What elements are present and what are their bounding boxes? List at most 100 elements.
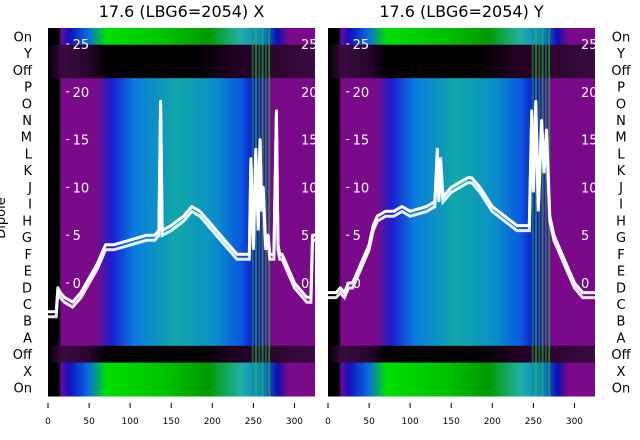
row-label: On [612,382,630,397]
row-label: H [22,214,32,229]
overlay-y-tick-label: 10 [73,181,90,196]
heatmap-row-m [48,128,315,146]
overlay-y-tick-label-right: 5 [301,229,309,244]
x-tick-label: 0 [325,417,331,427]
row-label: Off [611,348,631,363]
heatmap-row-k [48,161,315,180]
row-label: A [617,331,626,346]
x-tick-label: 150 [163,417,180,427]
heatmap-row-p [328,78,595,96]
row-label: O [616,97,626,112]
overlay-y-tick-label: 25 [73,38,90,53]
heatmap-streak [255,28,258,396]
row-label: On [14,382,32,397]
heatmap-row-l [48,145,315,163]
heatmap-row-o [328,94,595,113]
row-label: I [619,198,623,213]
overlay-y-tick-label-right: 15 [581,134,598,149]
row-label: H [616,214,626,229]
x-tick-label: 100 [402,417,419,427]
x-tick-label: 150 [443,417,460,427]
overlay-y-tick-label-right: 25 [301,38,318,53]
heatmap-row-l [328,145,595,163]
row-label: O [22,97,32,112]
heatmap-row-e [328,262,595,280]
heatmap-row-x [48,362,315,380]
overlay-y-tick-label: 10 [353,181,370,196]
row-label: N [616,114,626,129]
heatmap-row-on [48,28,315,46]
row-label: M [21,131,32,146]
row-label: C [23,298,32,313]
heatmap-row-f [328,245,595,263]
overlay-line-secondary [48,106,315,319]
overlay-y-tick-label: 20 [73,86,90,101]
row-label: Y [23,47,32,62]
heatmap-row-c [48,295,315,313]
row-label: X [23,365,32,380]
heatmap-row-on [328,28,595,46]
row-label: Off [13,348,33,363]
heatmap-row-d [48,278,315,297]
row-label: K [23,164,32,179]
row-label: K [617,164,626,179]
row-label: L [25,147,33,162]
heatmap-row-i [328,195,595,213]
heatmap-row-d [328,278,595,297]
heatmap-row-off [328,61,595,79]
heatmap-streak [535,28,538,396]
heatmap-row-n [48,111,315,129]
row-label: X [617,365,626,380]
heatmap-row-o [48,94,315,113]
x-tick-label: 100 [122,417,139,427]
heatmap-row-y [48,44,315,62]
row-label: F [25,248,32,263]
overlay-y-tick-label: 15 [353,134,370,149]
row-label: E [24,265,32,280]
row-label: J [27,181,32,196]
x-tick-label: 200 [204,417,221,427]
row-label: P [617,81,625,96]
heatmap-row-h [328,212,595,230]
x-tick-label: 50 [363,417,375,427]
overlay-y-tick-label: 25 [353,38,370,53]
overlay-y-tick-label-right: 10 [581,181,598,196]
heatmap-row-c [328,295,595,313]
heatmap-row-p [48,78,315,96]
x-tick-label: 200 [484,417,501,427]
overlay-y-tick-label: 5 [353,229,361,244]
panel-title: 17.6 (LBG6=2054) X [99,2,265,21]
overlay-y-tick-label-right: 15 [301,134,318,149]
row-label: P [24,81,32,96]
heatmap-row-i [48,195,315,213]
row-label: G [22,231,32,246]
heatmap-streak [538,28,541,396]
heatmap-row-on [328,379,595,397]
overlay-y-tick-label: 0 [353,277,361,292]
x-tick-label: 250 [245,417,262,427]
x-tick-label: 300 [286,417,303,427]
heatmap-row-h [48,212,315,230]
y-axis-label: Dipole [0,197,9,238]
heatmap-row-n [328,111,595,129]
overlay-y-tick-label-right: 5 [581,229,589,244]
x-tick-label: 300 [566,417,583,427]
heatmap-row-k [328,161,595,180]
overlay-y-tick-label-right: 20 [301,86,318,101]
overlay-y-tick-label: 20 [353,86,370,101]
row-label: M [615,131,626,146]
heatmap-streak [531,28,534,396]
heatmap-row-j [48,178,315,196]
row-label: B [23,315,32,330]
heatmap-row-off [48,61,315,79]
row-label: J [618,181,623,196]
overlay-y-tick-label-right: 10 [301,181,318,196]
x-tick-label: 250 [525,417,542,427]
row-label: Off [611,64,631,79]
heatmap-streak [544,28,547,396]
heatmap-row-x [328,362,595,380]
row-label: F [617,248,624,263]
heatmap-streak [264,28,267,396]
